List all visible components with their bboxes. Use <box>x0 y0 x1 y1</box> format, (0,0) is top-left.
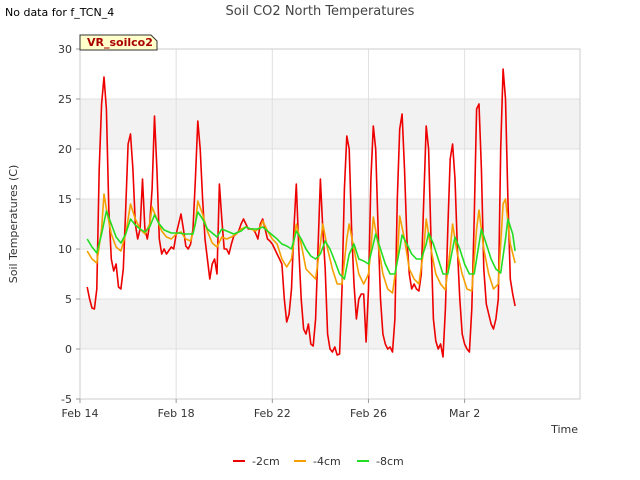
plot-bands <box>80 99 580 349</box>
no-data-message: No data for f_TCN_4 <box>5 6 115 19</box>
y-tick-label: 30 <box>58 43 72 56</box>
y-tick-label: 20 <box>58 143 72 156</box>
band-20 <box>80 99 580 149</box>
x-axis-label: Time <box>550 423 578 436</box>
y-tick-label: 15 <box>58 193 72 206</box>
x-tick-label: Feb 22 <box>254 407 291 420</box>
legend-label--8cm: -8cm <box>376 455 404 468</box>
y-axis-ticks: -5 0 5 10 15 20 25 30 <box>58 43 80 406</box>
chart-title: Soil CO2 North Temperatures <box>226 4 415 19</box>
x-axis-ticks: Feb 14 Feb 18 Feb 22 Feb 26 Mar 2 <box>62 399 480 420</box>
x-tick-label: Mar 2 <box>449 407 480 420</box>
legend-label--4cm: -4cm <box>313 455 341 468</box>
plot-border <box>79 48 581 400</box>
y-tick-label: -5 <box>61 393 72 406</box>
series-line--2cm <box>86 68 516 358</box>
station-label-box: VR_soilco2 <box>79 34 158 51</box>
y-tick-label: 0 <box>65 343 72 356</box>
station-label: VR_soilco2 <box>87 36 153 49</box>
legend: -2cm -4cm -8cm <box>233 455 404 468</box>
legend-label--2cm: -2cm <box>252 455 280 468</box>
y-tick-label: 10 <box>58 243 72 256</box>
y-tick-label: 5 <box>65 293 72 306</box>
y-tick-label: 25 <box>58 93 72 106</box>
x-tick-label: Feb 18 <box>158 407 195 420</box>
series-lines <box>86 68 516 358</box>
x-tick-label: Feb 14 <box>62 407 99 420</box>
band-10 <box>80 199 580 249</box>
y-axis-label: Soil Temperatures (C) <box>7 165 20 284</box>
band-0 <box>80 299 580 349</box>
x-tick-label: Feb 26 <box>350 407 387 420</box>
series-line--8cm <box>86 210 516 280</box>
